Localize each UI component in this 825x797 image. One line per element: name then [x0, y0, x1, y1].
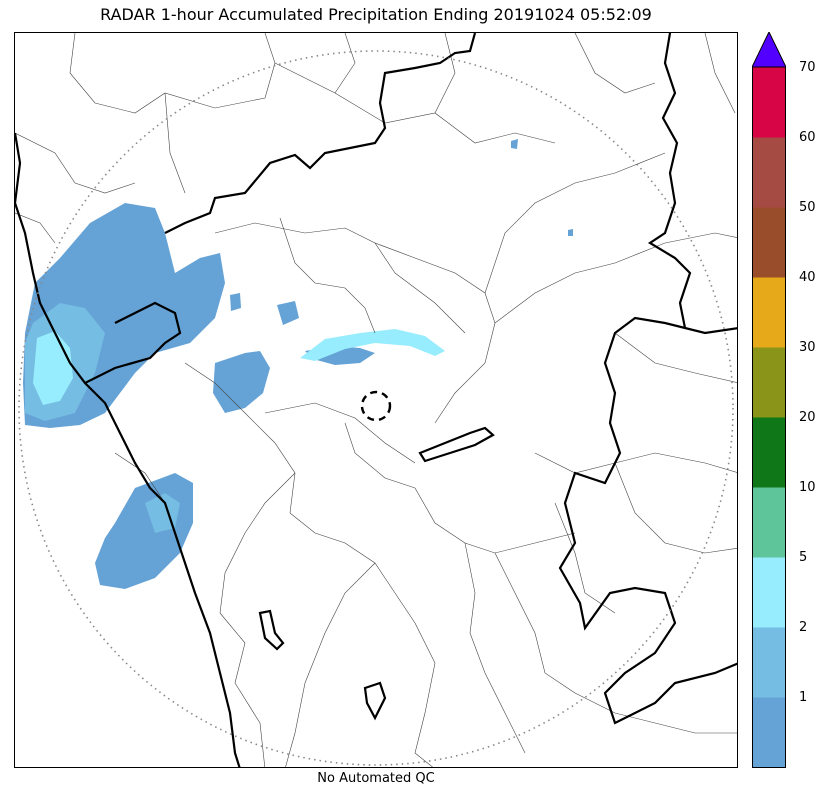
- colorbar-tick-label: 40: [799, 270, 816, 285]
- colorbar-tick-label: 5: [799, 550, 808, 565]
- precip-echo-north-dot: [511, 139, 518, 149]
- state-border-sliver: [418, 426, 495, 463]
- state-border-north-east: [647, 33, 692, 329]
- state-border-islet-1: [258, 609, 285, 651]
- state-border-east: [558, 316, 737, 725]
- colorbar-tick-label: 70: [799, 60, 816, 75]
- colorbar-tick-label: 2: [799, 620, 808, 635]
- colorbar-tick-label: 30: [799, 340, 816, 355]
- chart-title: RADAR 1-hour Accumulated Precipitation E…: [100, 5, 652, 24]
- colorbar-extend-arrow: [752, 32, 786, 68]
- precip-core-central-heavy: [300, 329, 445, 361]
- radar-site-marker: [360, 390, 392, 422]
- colorbar-bins: [752, 67, 786, 768]
- colorbar-bin: [752, 277, 786, 348]
- state-border-west-coast: [15, 132, 241, 767]
- colorbar-tick-label: 20: [799, 410, 816, 425]
- state-border-islet-2: [363, 681, 387, 721]
- colorbar-bin: [752, 67, 786, 138]
- qc-note: No Automated QC: [317, 771, 435, 786]
- precip-echo-small-2: [230, 293, 241, 311]
- colorbar-bin: [752, 697, 786, 768]
- colorbar: [752, 32, 786, 768]
- precip-echo-small-1: [277, 301, 299, 325]
- colorbar-bin: [752, 557, 786, 628]
- precip-echo-ne-dot: [568, 229, 573, 236]
- colorbar-outline: [752, 66, 786, 768]
- colorbar-tick-label: 60: [799, 130, 816, 145]
- precip-echoes: [23, 139, 573, 589]
- colorbar-bin: [752, 627, 786, 698]
- state-border-inner-west: [84, 301, 182, 384]
- colorbar-tick-label: 1: [799, 690, 808, 705]
- colorbar-tick-label: 10: [799, 480, 816, 495]
- colorbar-bin: [752, 417, 786, 488]
- precip-echo-central-west: [213, 351, 270, 413]
- radar-map[interactable]: [14, 32, 738, 768]
- district-boundaries: [15, 33, 737, 767]
- colorbar-bin: [752, 487, 786, 558]
- state-boundaries: [15, 33, 737, 767]
- range-ring: [18, 50, 734, 766]
- colorbar-bin: [752, 207, 786, 278]
- colorbar-bin: [752, 137, 786, 208]
- state-border-north: [164, 33, 477, 234]
- precip-echo-south: [95, 473, 193, 589]
- map-canvas: [15, 33, 737, 767]
- colorbar-tick-label: 50: [799, 200, 816, 215]
- colorbar-bin: [752, 347, 786, 418]
